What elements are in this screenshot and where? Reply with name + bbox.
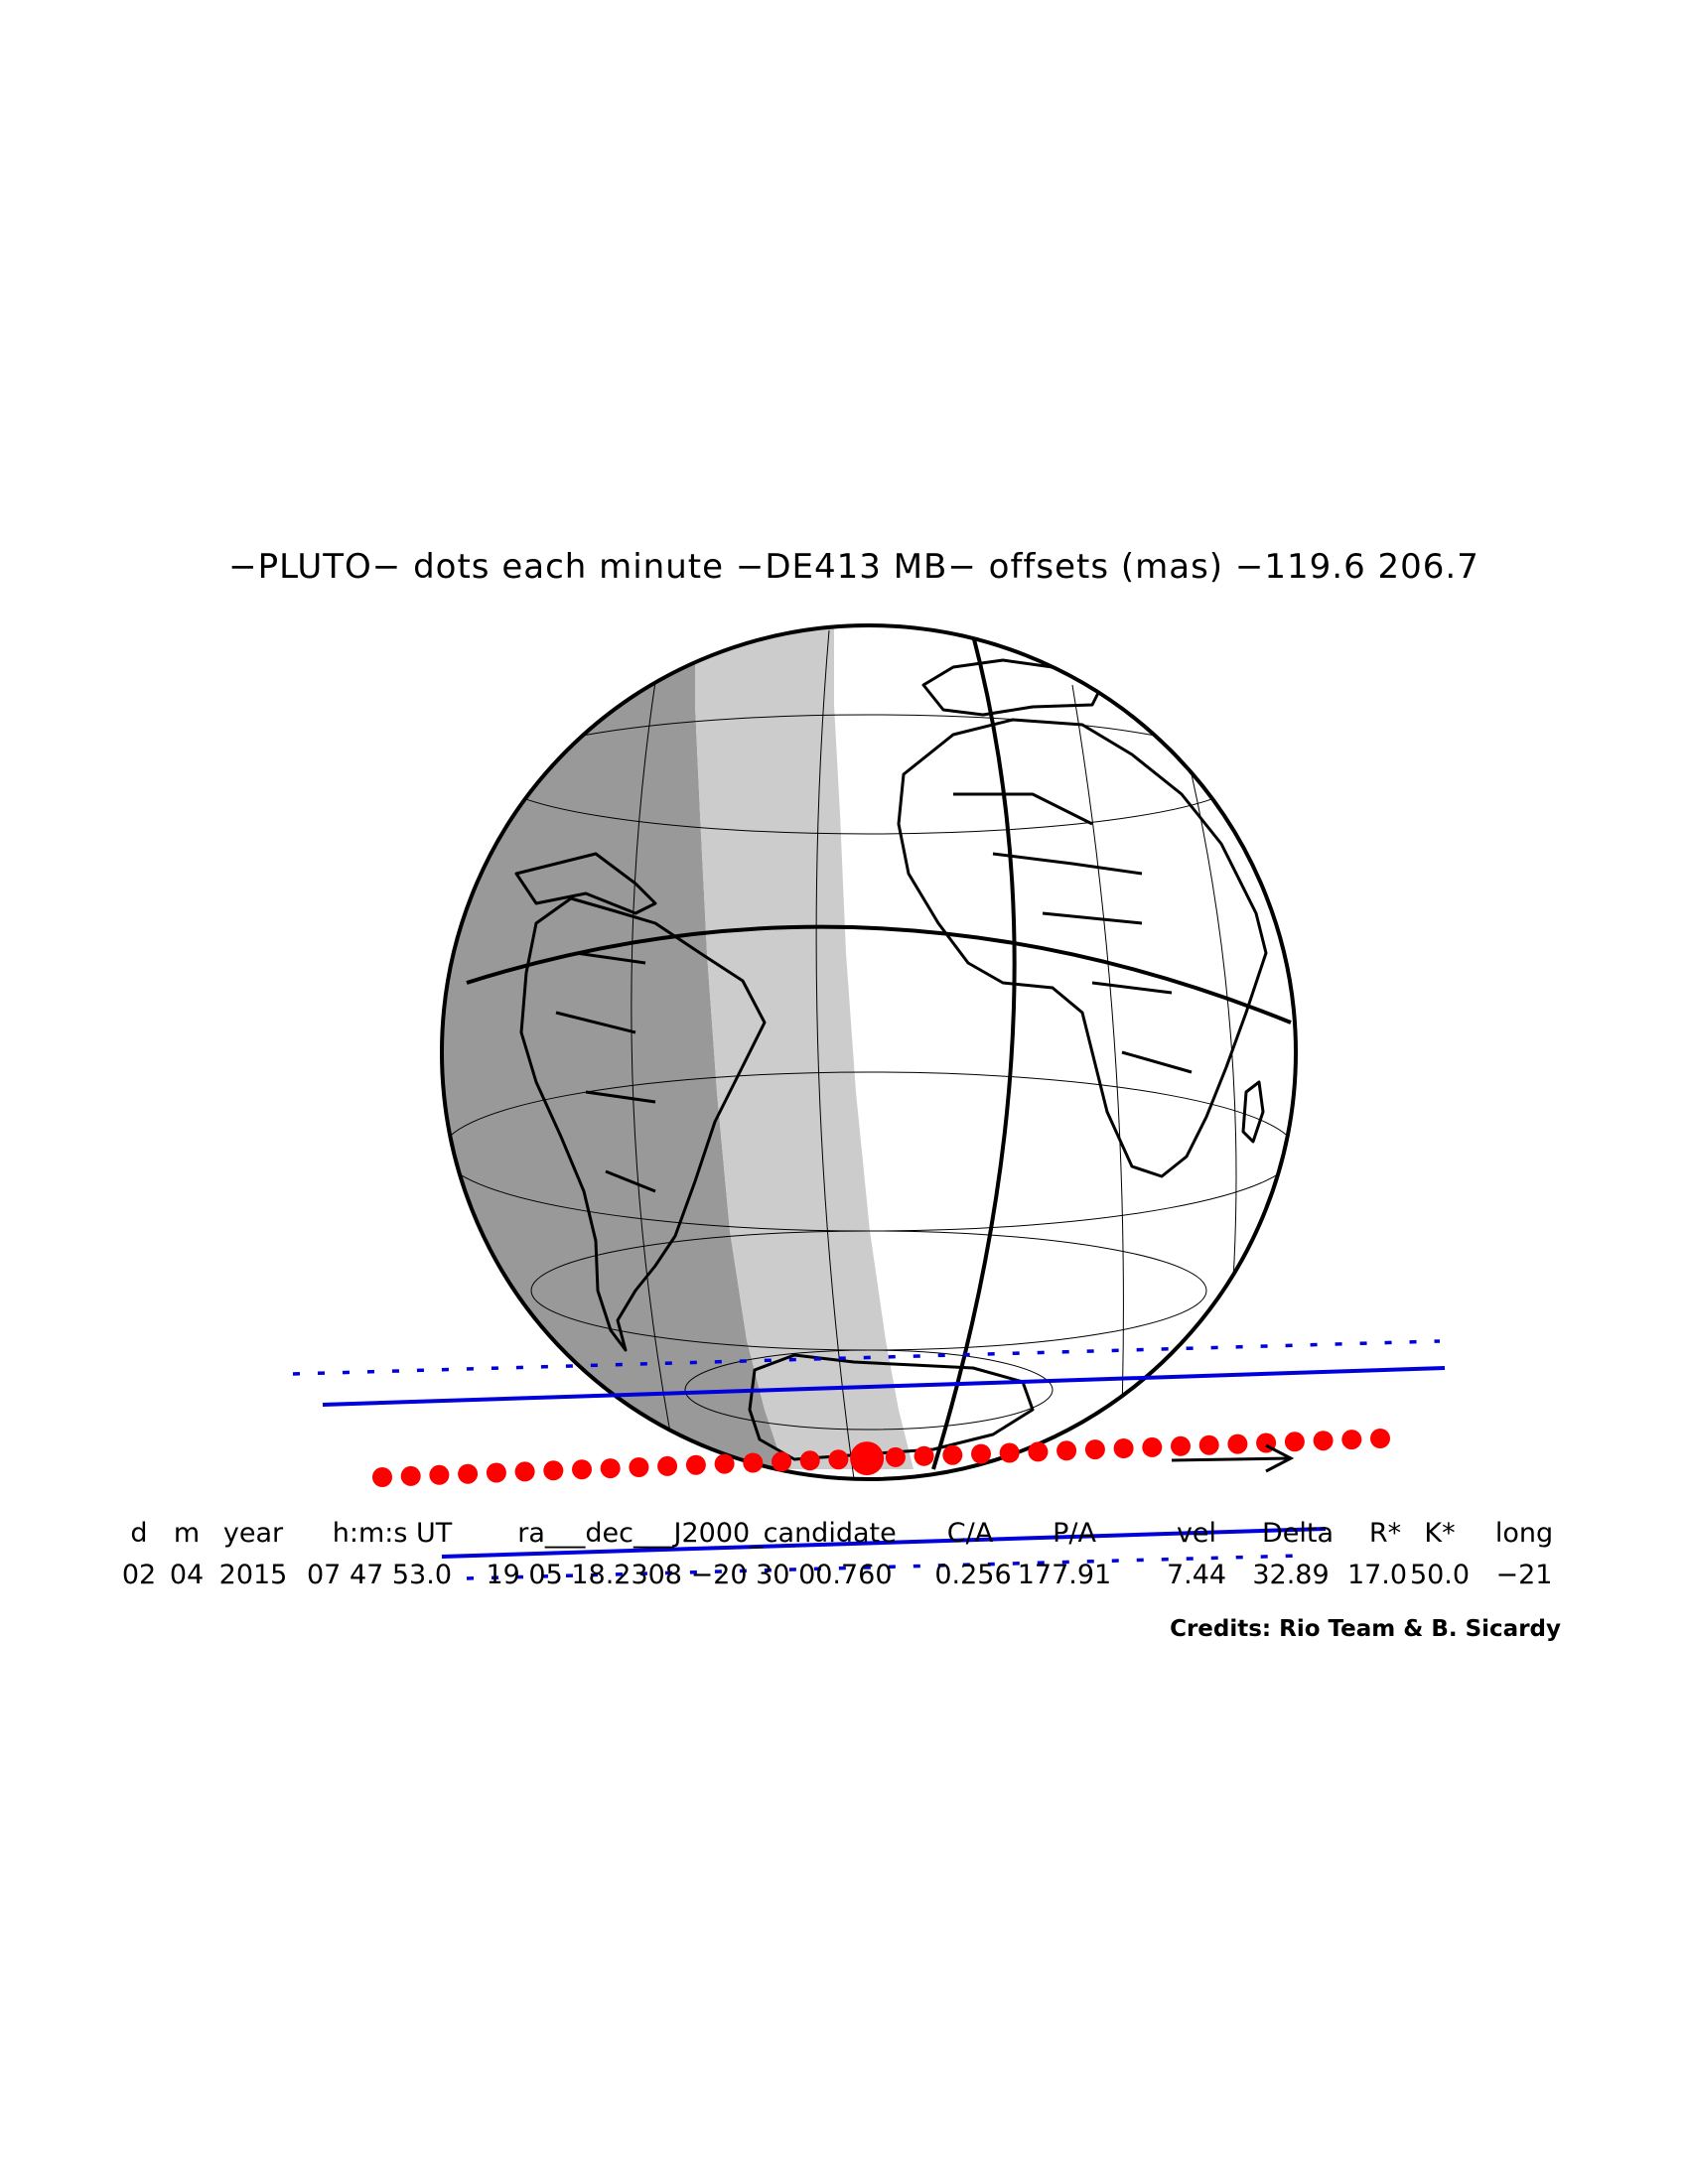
header-ca: C/A	[947, 1518, 994, 1549]
africa-outline	[897, 718, 1268, 1178]
value-long: −21	[1496, 1560, 1553, 1590]
table-header: d m year h:m:s UT ra___dec___J2000_candi…	[130, 1518, 1553, 1549]
minute-dot	[657, 1455, 678, 1476]
path-centerline-lower	[441, 1527, 1327, 1559]
minute-dot	[772, 1451, 791, 1472]
minute-dot	[685, 1454, 706, 1475]
minute-dot	[1341, 1430, 1362, 1450]
minute-dot	[372, 1467, 392, 1487]
minute-dot	[1198, 1434, 1219, 1455]
coastlines	[514, 658, 1268, 1461]
minute-dot	[1142, 1436, 1163, 1457]
minute-dot	[914, 1445, 934, 1466]
south-america-outline	[519, 896, 767, 1352]
header-pa: P/A	[1053, 1518, 1096, 1549]
minute-dot	[999, 1442, 1020, 1463]
minute-dot	[743, 1452, 764, 1473]
minute-dot	[543, 1460, 564, 1481]
shadow-path	[292, 1339, 1446, 1580]
header-long: long	[1495, 1518, 1553, 1549]
closest-approach-dot	[850, 1441, 885, 1476]
header-rstar: R*	[1369, 1518, 1401, 1549]
header-radec: ra___dec___J2000_candidate	[517, 1518, 896, 1549]
minute-dot	[486, 1462, 506, 1483]
minute-dot	[799, 1450, 820, 1471]
south-america-borders	[555, 951, 656, 1193]
minute-dot	[629, 1457, 649, 1477]
minute-dot	[429, 1464, 450, 1485]
europe-outline	[921, 658, 1104, 717]
header-time: h:m:s UT	[333, 1518, 453, 1549]
minute-dot	[1313, 1431, 1334, 1451]
minute-dot	[1028, 1441, 1049, 1462]
value-vel: 7.44	[1167, 1560, 1226, 1590]
header-vel: vel	[1177, 1518, 1216, 1549]
table-values: 02 04 2015 07 47 53.0 19 05 18.2308 −20 …	[122, 1560, 1553, 1590]
value-delta: 32.89	[1252, 1560, 1329, 1590]
globe	[440, 623, 1298, 1481]
minute-dots	[372, 1429, 1390, 1487]
twilight-region	[695, 625, 914, 1469]
value-rstar: 17.0	[1347, 1560, 1407, 1590]
arrow-icon	[1171, 1443, 1295, 1473]
value-time: 07 47 53.0	[307, 1560, 452, 1590]
antarctica-outline	[748, 1353, 1035, 1461]
minute-dot	[942, 1444, 963, 1465]
minute-dot	[885, 1446, 906, 1467]
header-delta: Delta	[1262, 1518, 1334, 1549]
madagascar-outline	[1241, 1080, 1265, 1144]
minute-dot	[714, 1453, 735, 1474]
north-america-outline	[514, 852, 657, 915]
path-limit-south	[466, 1554, 1302, 1580]
equator-line	[466, 924, 1292, 1024]
central-meridian	[931, 634, 1017, 1470]
map-title: −PLUTO− dots each minute −DE413 MB− offs…	[228, 547, 1479, 587]
minute-dot	[1284, 1432, 1305, 1452]
africa-borders	[953, 792, 1193, 1074]
header-d: d	[130, 1518, 147, 1549]
value-kstar: 50.0	[1410, 1560, 1470, 1590]
credits: Credits: Rio Team & B. Sicardy	[1170, 1616, 1561, 1642]
minute-dot	[1113, 1438, 1134, 1458]
minute-dot	[1370, 1429, 1390, 1448]
minute-dot	[828, 1449, 849, 1470]
header-m: m	[174, 1518, 200, 1549]
value-year: 2015	[219, 1560, 288, 1590]
path-limit-north	[292, 1339, 1441, 1376]
minute-dot	[1056, 1440, 1077, 1461]
minute-dot	[458, 1463, 479, 1484]
header-year: year	[223, 1518, 284, 1549]
minute-dot	[400, 1465, 421, 1486]
globe-outline	[440, 623, 1298, 1481]
minute-dot	[1227, 1433, 1248, 1454]
header-kstar: K*	[1424, 1518, 1455, 1549]
minute-dot	[1084, 1439, 1105, 1460]
path-centerline	[322, 1366, 1446, 1407]
value-m: 04	[170, 1560, 204, 1590]
minute-dot	[971, 1443, 991, 1464]
value-pa: 177.91	[1018, 1560, 1111, 1590]
minute-dot	[600, 1458, 621, 1479]
minute-dot	[1171, 1435, 1191, 1456]
value-ca: 0.256	[934, 1560, 1011, 1590]
value-radec: 19 05 18.2308 −20 30 00.760	[486, 1560, 892, 1590]
minute-dot	[514, 1461, 535, 1482]
minute-dot	[572, 1459, 592, 1480]
value-d: 02	[122, 1560, 156, 1590]
